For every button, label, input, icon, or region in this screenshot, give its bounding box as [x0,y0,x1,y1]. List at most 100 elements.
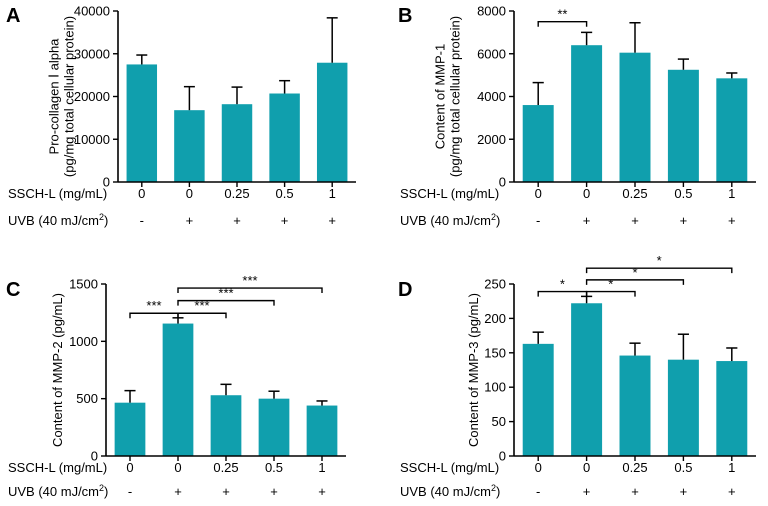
uvb-sign-label: + [233,213,241,228]
sschl-dose-label: 0.5 [265,460,283,475]
uvb-sign-label: + [631,213,639,228]
sschl-dose-label: 0 [138,186,145,201]
y-axis-label: Pro-collagen Ⅰ alpha [47,38,62,155]
bar [667,359,699,456]
uvb-row-label: UVB (40 mJ/cm2) [8,212,108,228]
bar [667,69,699,182]
y-tick-label: 30000 [74,46,110,61]
y-tick-label: 10000 [74,132,110,147]
y-axis-label: Content of MMP-2 (pg/mL) [50,293,65,447]
significance-bracket [585,290,636,297]
bar [210,395,242,456]
significance-bracket [585,267,733,274]
y-tick-label: 6000 [477,46,506,61]
uvb-sign-label: + [186,213,194,228]
panel-label: D [398,279,412,301]
y-tick-label: 100 [484,380,506,395]
bar [174,110,205,182]
sschl-dose-label: 1 [728,186,735,201]
sschl-dose-label: 0.25 [213,460,238,475]
significance-label: * [657,253,662,268]
y-tick-label: 20000 [74,89,110,104]
uvb-sign-label: + [281,213,289,228]
sschl-dose-label: 0 [186,186,193,201]
y-axis-label: Content of MMP-3 (pg/mL) [466,293,481,447]
bar [114,402,146,456]
y-tick-label: 0 [499,449,506,464]
uvb-sign-label: - [536,484,540,499]
significance-bracket [585,279,685,285]
significance-label: *** [194,298,209,313]
uvb-sign-label: + [583,484,591,499]
y-axis-label: (pg/mg total cellular protein) [62,16,77,177]
sschl-row-label: SSCH-L (mg/mL) [400,460,499,475]
sschl-dose-label: 1 [329,186,336,201]
bar [522,343,554,456]
uvb-sign-label: + [680,213,688,228]
uvb-row-label: UVB (40 mJ/cm2) [8,483,108,499]
significance-bracket [177,299,275,306]
bar [162,323,194,456]
uvb-sign-label: + [270,484,278,499]
sschl-dose-label: 0.25 [622,460,647,475]
significance-bracket [177,287,323,294]
panel-label: B [398,5,412,27]
significance-bracket [129,312,179,319]
y-tick-label: 0 [103,175,110,190]
sschl-dose-label: 0.25 [622,186,647,201]
panel-label: C [6,279,20,301]
sschl-row-label: SSCH-L (mg/mL) [400,186,499,201]
uvb-sign-label: + [583,213,591,228]
uvb-sign-label: + [728,213,736,228]
sschl-dose-label: 0 [535,460,542,475]
sschl-dose-label: 0 [535,186,542,201]
significance-label: * [632,265,637,280]
bar [619,52,651,183]
y-tick-label: 40000 [74,4,110,19]
sschl-dose-label: 0 [174,460,181,475]
sschl-dose-label: 0.5 [674,186,692,201]
sschl-dose-label: 0.5 [674,460,692,475]
bar [716,78,748,182]
y-tick-label: 500 [76,391,98,406]
bar [258,398,290,456]
sschl-row-label: SSCH-L (mg/mL) [8,186,107,201]
uvb-sign-label: + [631,484,639,499]
sschl-dose-label: 0 [583,186,590,201]
y-tick-label: 2000 [477,132,506,147]
uvb-row-label: UVB (40 mJ/cm2) [400,212,500,228]
y-tick-label: 50 [492,414,506,429]
y-axis-label: (pg/mg total cellular protein) [448,16,463,177]
y-tick-label: 150 [484,345,506,360]
panel-b: B 0 2000 4000 6000 8000 Content of MMP-1 (pg/mg… [398,4,756,228]
y-tick-label: 0 [499,175,506,190]
uvb-sign-label: + [680,484,688,499]
sschl-row-label: SSCH-L (mg/mL) [8,460,107,475]
sschl-dose-label: 1 [318,460,325,475]
sschl-dose-label: 0 [126,460,133,475]
uvb-sign-label: - [536,213,540,228]
bar [126,64,158,182]
bar [619,355,651,456]
significance-label: *** [242,273,257,288]
significance-label: *** [146,298,161,313]
uvb-sign-label: + [728,484,736,499]
significance-bracket [177,312,227,319]
uvb-sign-label: + [318,484,326,499]
bar [571,303,603,456]
uvb-sign-label: + [328,213,336,228]
y-tick-label: 1000 [69,334,98,349]
sschl-dose-label: 0.25 [224,186,249,201]
bar [316,62,348,182]
bar [269,93,300,182]
y-tick-label: 250 [484,277,506,292]
uvb-sign-label: + [174,484,182,499]
uvb-sign-label: - [140,213,144,228]
bar [571,45,603,183]
y-axis-label: Content of MMP-1 [433,44,448,150]
significance-label: ** [557,7,567,22]
bar [221,104,253,182]
